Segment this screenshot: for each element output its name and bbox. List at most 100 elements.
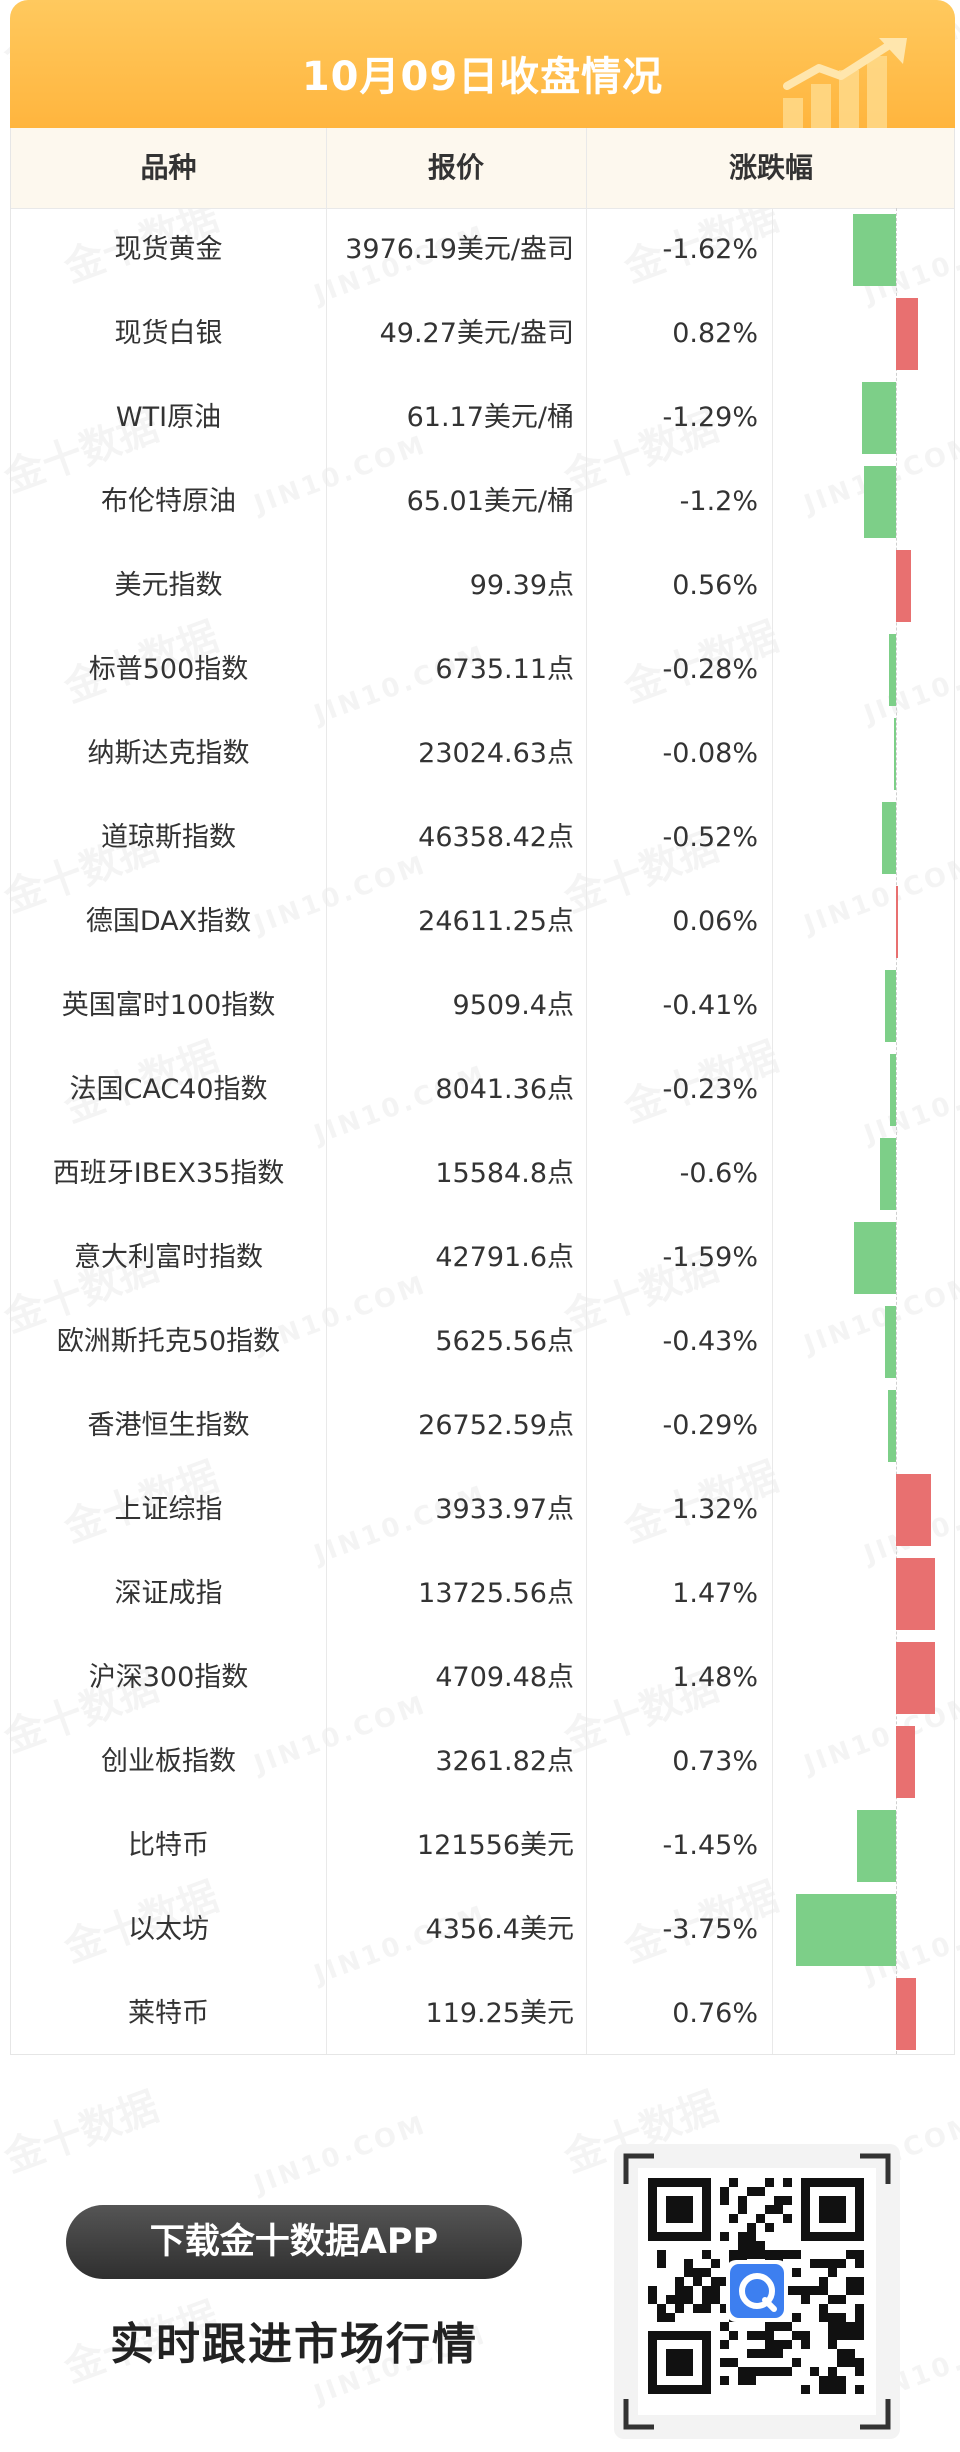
change-bar-cell xyxy=(772,1132,956,1216)
instrument-name: 沪深300指数 xyxy=(88,1662,249,1693)
instrument-name: 欧洲斯托克50指数 xyxy=(56,1326,281,1357)
instrument-name: 美元指数 xyxy=(114,570,223,601)
page-title: 10月09日收盘情况 xyxy=(301,54,664,100)
instrument-name: 比特币 xyxy=(128,1830,209,1861)
change-bar xyxy=(882,802,896,874)
table-row: 德国DAX指数 24611.25点 0.06% xyxy=(11,880,954,964)
rising-chart-icon xyxy=(783,38,907,128)
qr-code-icon xyxy=(614,2144,900,2439)
instrument-change: -0.43% xyxy=(662,1326,758,1357)
change-bar xyxy=(896,1642,936,1714)
change-bar-cell xyxy=(772,964,956,1048)
instrument-change: -0.08% xyxy=(662,738,758,769)
instrument-price: 13725.56点 xyxy=(418,1578,574,1609)
instrument-change: -0.6% xyxy=(679,1158,758,1189)
instrument-name: 标普500指数 xyxy=(88,654,249,685)
header-name: 品种 xyxy=(140,151,197,184)
instrument-price: 23024.63点 xyxy=(418,738,574,769)
change-bar xyxy=(796,1894,896,1966)
change-bar xyxy=(885,970,896,1042)
change-bar-cell xyxy=(772,1636,956,1720)
market-close-table: 品种 报价 涨跌幅 现货黄金 3976.19美元/盎司 -1.62% 现货白银 49.2… xyxy=(10,128,955,2055)
change-bar xyxy=(857,1810,896,1882)
table-row: 道琼斯指数 46358.42点 -0.52% xyxy=(11,796,954,880)
change-bar xyxy=(896,1726,916,1798)
change-bar-cell xyxy=(772,544,956,628)
instrument-change: 0.06% xyxy=(672,906,758,937)
table-row: 以太坊 4356.4美元 -3.75% xyxy=(11,1888,954,1972)
column-divider xyxy=(326,128,327,2054)
change-bar-cell xyxy=(772,1888,956,1972)
table-row: 香港恒生指数 26752.59点 -0.29% xyxy=(11,1384,954,1468)
change-bar xyxy=(853,1222,896,1294)
instrument-change: -0.23% xyxy=(662,1074,758,1105)
download-app-button[interactable]: 下载金十数据APP xyxy=(66,2205,522,2279)
change-bar xyxy=(896,298,918,370)
change-bar-cell xyxy=(772,628,956,712)
change-bar xyxy=(884,1306,896,1378)
instrument-name: 深证成指 xyxy=(114,1578,223,1609)
change-bar xyxy=(852,214,896,286)
change-bar-cell xyxy=(772,712,956,796)
instrument-price: 61.17美元/桶 xyxy=(406,402,574,433)
change-bar-cell xyxy=(772,460,956,544)
table-row: 莱特币 119.25美元 0.76% xyxy=(11,1972,954,2056)
instrument-price: 6735.11点 xyxy=(435,654,574,685)
promo-tagline: 实时跟进市场行情 xyxy=(110,2319,478,2370)
table-row: 上证综指 3933.97点 1.32% xyxy=(11,1468,954,1552)
change-bar-cell xyxy=(772,1468,956,1552)
instrument-name: 莱特币 xyxy=(128,1998,209,2029)
change-bar xyxy=(893,718,896,790)
instrument-price: 4356.4美元 xyxy=(425,1914,574,1945)
table-row: 创业板指数 3261.82点 0.73% xyxy=(11,1720,954,1804)
table-row: 标普500指数 6735.11点 -0.28% xyxy=(11,628,954,712)
instrument-change: 1.47% xyxy=(672,1578,758,1609)
column-divider xyxy=(586,128,587,2054)
table-row: 英国富时100指数 9509.4点 -0.41% xyxy=(11,964,954,1048)
instrument-change: 0.76% xyxy=(672,1998,758,2029)
instrument-change: 1.32% xyxy=(672,1494,758,1525)
change-bar xyxy=(889,1054,896,1126)
change-bar-cell xyxy=(772,1216,956,1300)
instrument-name: 创业板指数 xyxy=(101,1746,236,1777)
watermark-en: JIN10.COM xyxy=(250,2110,431,2200)
change-bar xyxy=(896,1474,932,1546)
instrument-price: 15584.8点 xyxy=(435,1158,574,1189)
instrument-price: 46358.42点 xyxy=(418,822,574,853)
instrument-name: 以太坊 xyxy=(128,1914,209,1945)
instrument-price: 24611.25点 xyxy=(418,906,574,937)
watermark-cn: 金十数据 xyxy=(0,2074,165,2183)
instrument-price: 5625.56点 xyxy=(435,1326,574,1357)
instrument-change: -1.45% xyxy=(662,1830,758,1861)
table-row: 现货黄金 3976.19美元/盎司 -1.62% xyxy=(11,208,954,292)
header-banner: 10月09日收盘情况 xyxy=(10,0,955,128)
instrument-price: 8041.36点 xyxy=(435,1074,574,1105)
change-bar-cell xyxy=(772,1804,956,1888)
instrument-price: 3261.82点 xyxy=(435,1746,574,1777)
change-bar-cell xyxy=(772,292,956,376)
bar-zero-axis xyxy=(896,208,897,2054)
change-bar xyxy=(896,550,911,622)
instrument-price: 119.25美元 xyxy=(425,1998,574,2029)
table-row: 美元指数 99.39点 0.56% xyxy=(11,544,954,628)
change-bar-cell xyxy=(772,880,956,964)
instrument-name: 布伦特原油 xyxy=(101,486,236,517)
instrument-name: 道琼斯指数 xyxy=(101,822,236,853)
change-bar xyxy=(896,1558,936,1630)
instrument-price: 4709.48点 xyxy=(435,1662,574,1693)
table-row: 现货白银 49.27美元/盎司 0.82% xyxy=(11,292,954,376)
table-row: 布伦特原油 65.01美元/桶 -1.2% xyxy=(11,460,954,544)
instrument-change: 0.56% xyxy=(672,570,758,601)
instrument-name: 上证综指 xyxy=(114,1494,223,1525)
instrument-price: 3976.19美元/盎司 xyxy=(345,234,574,265)
instrument-price: 99.39点 xyxy=(469,570,574,601)
change-bar-cell xyxy=(772,1048,956,1132)
instrument-price: 3933.97点 xyxy=(435,1494,574,1525)
instrument-price: 26752.59点 xyxy=(418,1410,574,1441)
instrument-change: -0.41% xyxy=(662,990,758,1021)
table-body: 现货黄金 3976.19美元/盎司 -1.62% 现货白银 49.27美元/盎司 0.82… xyxy=(11,208,954,2056)
change-bar-cell xyxy=(772,1300,956,1384)
instrument-price: 9509.4点 xyxy=(452,990,574,1021)
instrument-name: 现货黄金 xyxy=(114,234,223,265)
instrument-name: 现货白银 xyxy=(114,318,223,349)
